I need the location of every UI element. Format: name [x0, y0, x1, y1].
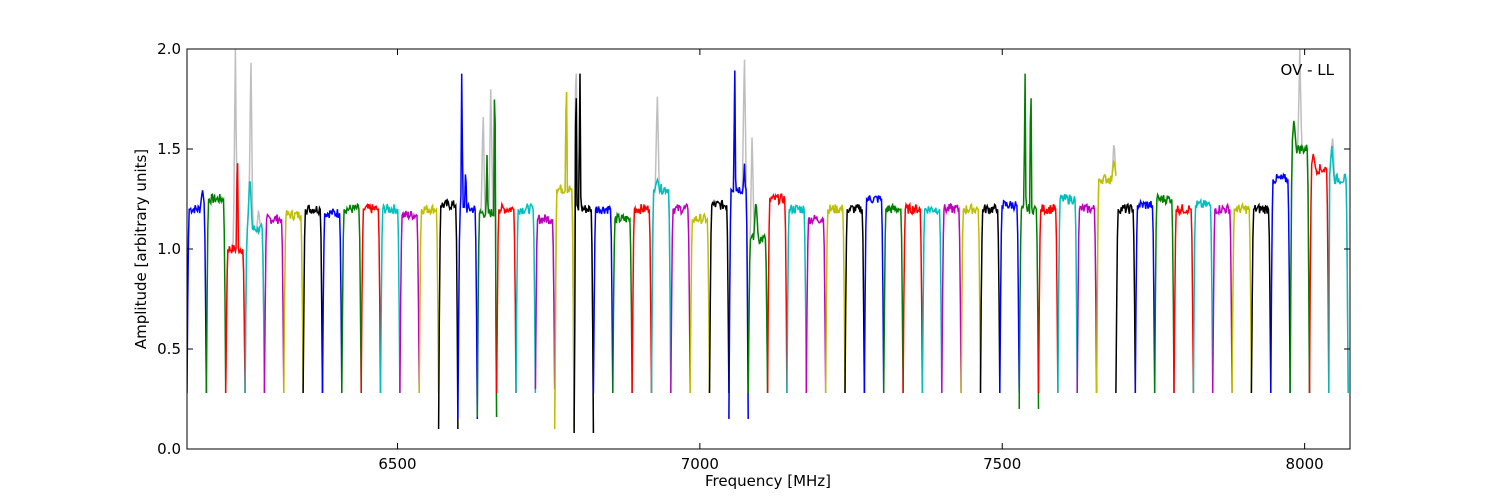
channel-line	[321, 208, 343, 394]
channel-line	[1308, 153, 1330, 394]
channel-line	[902, 201, 924, 394]
channel-line	[244, 181, 266, 394]
channel-line	[1289, 120, 1311, 394]
channel-line	[573, 73, 595, 434]
channel-line	[1057, 193, 1078, 394]
plot-annotation: OV - LL	[1281, 61, 1335, 79]
channel-line	[1270, 172, 1291, 394]
channel-line	[1231, 201, 1253, 394]
y-tick-label: 0.0	[157, 440, 181, 458]
channel-line	[941, 202, 962, 394]
channel-line	[399, 210, 420, 394]
channel-line	[476, 99, 498, 418]
channel-line	[1173, 204, 1195, 394]
channel-line	[263, 213, 285, 394]
y-tick-label: 0.5	[157, 340, 181, 358]
channel-line	[863, 195, 885, 394]
channel-line	[1095, 159, 1117, 394]
channel-line	[1018, 73, 1040, 410]
channel-line	[805, 214, 827, 394]
channel-line	[379, 202, 401, 394]
channel-line	[708, 199, 730, 394]
channel-line	[205, 193, 227, 394]
channel-line	[1076, 202, 1098, 394]
channel-line	[534, 214, 556, 390]
x-tick-label: 6500	[378, 455, 416, 473]
channel-line	[824, 204, 846, 394]
channel-line	[882, 202, 904, 394]
channel-line	[766, 192, 788, 394]
channel-line	[1250, 202, 1272, 394]
channel-line	[495, 201, 517, 394]
channel-line	[1328, 146, 1349, 394]
channel-line	[360, 202, 382, 394]
channel-line	[1211, 202, 1233, 394]
channel-line	[1134, 198, 1156, 394]
channel-line	[612, 211, 633, 394]
y-tick-label: 1.0	[157, 240, 181, 258]
channel-line	[960, 202, 982, 394]
channel-line	[921, 205, 943, 394]
channel-line	[844, 204, 866, 394]
channel-line	[1115, 202, 1137, 394]
y-tick-label: 1.5	[157, 140, 181, 158]
x-tick-label: 7500	[983, 455, 1021, 473]
channel-line	[437, 198, 459, 430]
channel-line	[786, 204, 808, 394]
channel-line	[1153, 192, 1175, 394]
channel-line	[1037, 203, 1059, 394]
y-tick-label: 2.0	[157, 40, 181, 58]
channel-line	[747, 203, 769, 394]
channel-series-group	[187, 70, 1349, 434]
channel-line	[1192, 197, 1214, 394]
x-tick-label: 8000	[1286, 455, 1324, 473]
x-tick-label: 7000	[681, 455, 719, 473]
channel-line	[457, 73, 479, 420]
channel-line	[283, 208, 304, 394]
channel-line	[592, 204, 614, 394]
channel-line	[728, 70, 749, 420]
channel-line	[341, 202, 362, 394]
channel-line	[187, 190, 208, 394]
channel-line	[553, 92, 575, 430]
channel-line	[224, 163, 246, 394]
channel-line	[650, 176, 672, 394]
channel-line	[515, 202, 537, 394]
channel-line	[670, 202, 691, 394]
y-axis-label: Amplitude [arbitrary units]	[132, 149, 150, 349]
channel-line	[302, 204, 324, 394]
channel-line	[418, 203, 440, 394]
channel-line	[979, 203, 1001, 394]
channel-line	[999, 199, 1020, 394]
axis-ticks: 6500 7000 7500 8000 0.0 0.5 1.0 1.5 2.0	[157, 40, 1350, 473]
channel-line	[689, 212, 711, 394]
x-axis-label: Frequency [MHz]	[705, 472, 831, 490]
channel-line	[631, 204, 653, 394]
